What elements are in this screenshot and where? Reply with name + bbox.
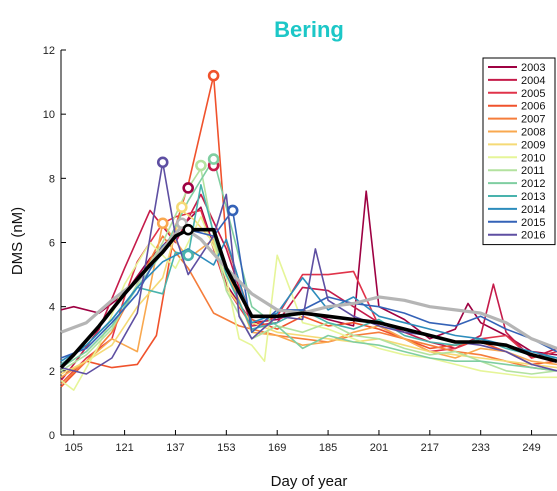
y-tick-label: 4 bbox=[49, 302, 55, 314]
peak-marker-2015 bbox=[226, 204, 239, 217]
y-tick-label: 0 bbox=[49, 430, 55, 442]
legend-label: 2013 bbox=[521, 191, 545, 203]
peak-markers bbox=[156, 69, 239, 262]
y-tick-label: 10 bbox=[43, 109, 55, 121]
y-tick-label: 6 bbox=[49, 238, 55, 250]
y-tick-label: 2 bbox=[49, 366, 55, 378]
x-tick-label: 105 bbox=[65, 442, 83, 454]
legend-label: 2010 bbox=[521, 152, 545, 164]
y-axis-label: DMS (nM) bbox=[9, 207, 26, 275]
chart-title: Bering bbox=[274, 17, 344, 42]
y-tick-label: 8 bbox=[49, 173, 55, 185]
axes: 0 2 4 6 8 10 12 105 121 137 153 169 185 201 217 233 249 bbox=[43, 45, 557, 454]
x-tick-label: 233 bbox=[472, 442, 490, 454]
series-line-2010 bbox=[60, 216, 557, 391]
x-axis-label: Day of year bbox=[271, 473, 348, 490]
legend-box bbox=[482, 57, 556, 246]
legend-label: 2012 bbox=[521, 178, 545, 190]
legend-label: 2007 bbox=[521, 114, 545, 126]
series-line-summary-15 bbox=[59, 227, 557, 369]
series-line-2012 bbox=[60, 158, 557, 372]
legend-label: 2005 bbox=[521, 88, 545, 100]
peak-marker-2011 bbox=[195, 159, 207, 172]
series-line-2008 bbox=[60, 222, 557, 378]
peak-marker-summary-15 bbox=[182, 223, 194, 236]
series-line-2006 bbox=[60, 74, 557, 388]
x-tick-label: 153 bbox=[217, 442, 235, 454]
peak-marker-2006 bbox=[207, 69, 220, 82]
x-tick-label: 249 bbox=[522, 442, 540, 454]
legend: 2003200420052006200720082009201020112012… bbox=[482, 57, 556, 246]
series-line-2004 bbox=[60, 193, 557, 381]
legend-label: 2014 bbox=[521, 204, 545, 216]
x-tick-label: 121 bbox=[115, 442, 133, 454]
peak-marker-2003 bbox=[182, 182, 194, 194]
legend-label: 2015 bbox=[521, 217, 545, 229]
legend-label: 2011 bbox=[521, 165, 545, 177]
x-tick-label: 201 bbox=[370, 442, 388, 454]
peak-marker-2012 bbox=[207, 153, 220, 165]
legend-label: 2008 bbox=[521, 127, 545, 139]
legend-label: 2009 bbox=[521, 139, 545, 151]
x-tick-label: 169 bbox=[268, 442, 286, 454]
peak-marker-2008 bbox=[156, 217, 169, 230]
peak-marker-summary-14 bbox=[176, 217, 188, 230]
series-group bbox=[59, 74, 557, 391]
peak-marker-2016 bbox=[156, 156, 169, 169]
peak-marker-2013 bbox=[182, 249, 194, 262]
series-line-2015 bbox=[60, 209, 557, 359]
x-tick-label: 185 bbox=[319, 442, 337, 454]
y-tick-label: 12 bbox=[43, 45, 55, 57]
legend-label: 2006 bbox=[521, 101, 545, 113]
x-tick-label: 217 bbox=[421, 442, 439, 454]
legend-label: 2003 bbox=[521, 62, 545, 74]
legend-label: 2016 bbox=[521, 230, 545, 242]
legend-label: 2004 bbox=[521, 75, 545, 87]
x-tick-label: 137 bbox=[166, 442, 184, 454]
peak-marker-2009 bbox=[176, 201, 188, 214]
